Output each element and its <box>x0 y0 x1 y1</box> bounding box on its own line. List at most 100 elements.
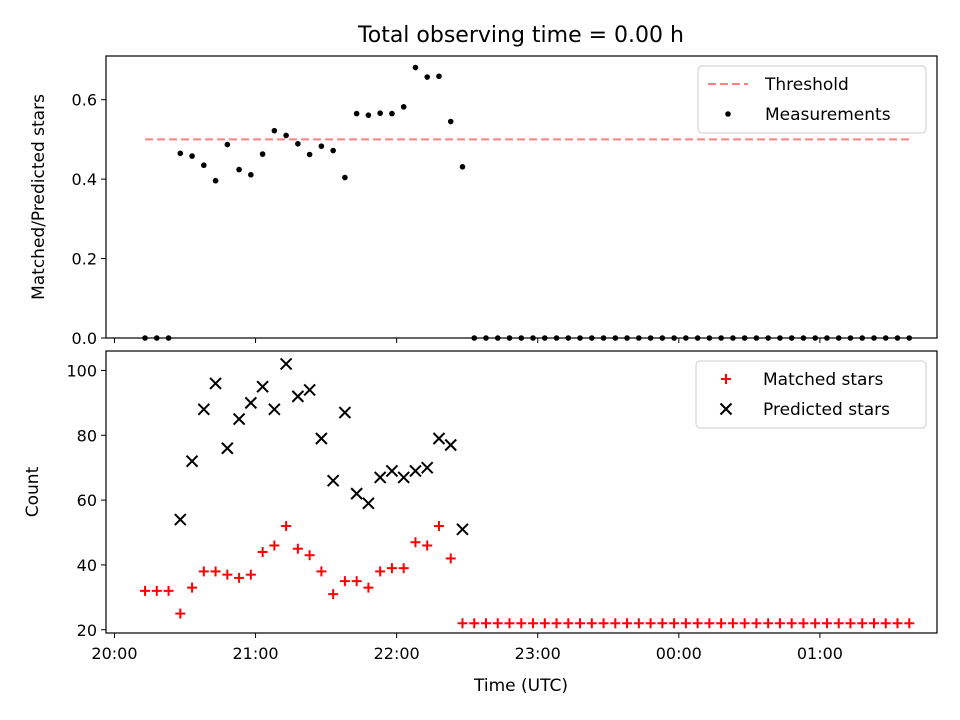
matched-star-point <box>398 563 409 574</box>
measurement-point <box>589 335 595 341</box>
top-y-tick-label: 0.0 <box>72 329 97 348</box>
measurement-point <box>647 335 654 341</box>
measurement-point <box>424 74 431 80</box>
legend-bottom-box <box>695 360 927 429</box>
measurement-point <box>447 118 454 125</box>
matched-star-point <box>904 618 915 629</box>
measurement-point <box>624 335 630 341</box>
measurement-point <box>530 335 536 341</box>
measurement-point <box>212 177 219 184</box>
x-tick-label: 22:00 <box>374 644 420 663</box>
bottom-plot-frame <box>105 350 938 634</box>
top-y-axis-label: Matched/Predicted stars <box>29 94 49 300</box>
matched-star-point <box>210 566 221 577</box>
predicted-star-point <box>268 403 281 416</box>
matched-star-point <box>633 618 644 629</box>
matched-star-point <box>504 618 515 629</box>
measurement-point <box>730 335 736 341</box>
x-axis-label: Time (UTC) <box>473 676 568 696</box>
predicted-star-point <box>209 377 222 390</box>
predicted-star-point <box>279 357 293 371</box>
predicted-star-point <box>291 390 305 403</box>
legend-threshold-label: Threshold <box>764 75 849 95</box>
measurement-point <box>871 335 877 341</box>
measurement-point <box>177 150 184 157</box>
chart-title: Total observing time = 0.00 h <box>357 23 684 48</box>
matched-star-point <box>669 618 680 629</box>
measurement-point <box>389 110 395 117</box>
matched-star-point <box>328 589 339 600</box>
measurement-point <box>882 335 889 341</box>
bottom-y-tick-label: 20 <box>77 621 97 640</box>
legend-cross-marker <box>719 402 733 416</box>
matched-star-point <box>575 618 586 629</box>
measurement-point <box>600 335 607 341</box>
measurement-point <box>259 151 266 157</box>
matched-star-point <box>480 618 491 629</box>
predicted-star-point <box>350 487 363 500</box>
panel-counts: 20 40 60 80 100 Count <box>23 350 938 640</box>
bottom-y-axis-label: Count <box>23 466 43 517</box>
matched-star-point <box>304 550 315 561</box>
top-y-tick-label: 0.2 <box>72 250 97 269</box>
measurement-point <box>765 335 771 341</box>
measurement-point <box>377 110 383 116</box>
matched-star-point <box>269 540 280 551</box>
measurement-point <box>400 104 407 110</box>
predicted-star-point <box>385 464 399 478</box>
predicted-star-point <box>338 406 352 419</box>
measurement-point <box>812 335 818 341</box>
predicted-star-point <box>409 464 422 478</box>
measurement-point <box>412 64 419 71</box>
matched-star-point <box>445 553 456 564</box>
legend-plus-marker <box>721 374 731 384</box>
count-points <box>140 357 915 629</box>
measurement-point <box>283 132 289 139</box>
measurement-point <box>706 335 713 341</box>
measurement-point <box>353 110 360 117</box>
matched-star-point <box>786 618 797 629</box>
measurement-point <box>906 335 913 341</box>
measurement-point <box>494 335 501 341</box>
matched-star-point <box>516 618 527 629</box>
bottom-y-tick-label: 40 <box>77 556 97 575</box>
matched-star-point <box>175 608 186 619</box>
measurement-point <box>506 335 513 341</box>
measurement-point <box>659 335 666 341</box>
matched-star-point <box>187 582 198 593</box>
matched-star-point <box>892 618 903 629</box>
measurement-point <box>201 162 207 169</box>
measurement-point <box>518 335 525 341</box>
measurement-point <box>236 166 242 173</box>
predicted-star-point <box>397 471 410 484</box>
measurement-point <box>471 335 478 341</box>
x-tick-label: 21:00 <box>232 644 278 663</box>
measurement-point <box>318 143 325 149</box>
legend-top: Threshold Measurements <box>697 65 927 134</box>
matched-star-point <box>492 618 503 629</box>
measurement-point <box>835 335 842 341</box>
legend-bottom: Matched stars Predicted stars <box>695 360 927 429</box>
measurement-point <box>718 335 724 341</box>
measurement-point <box>224 141 231 148</box>
x-axis: 20:00 21:00 22:00 23:00 00:00 01:00 <box>91 338 843 663</box>
matched-star-point <box>586 618 597 629</box>
matched-star-point <box>810 618 821 629</box>
matched-star-point <box>539 618 550 629</box>
matched-star-point <box>245 569 256 580</box>
matched-star-point <box>281 521 292 532</box>
predicted-star-point <box>444 438 457 452</box>
matched-star-point <box>457 618 468 629</box>
measurement-point <box>612 335 619 341</box>
matched-star-point <box>222 569 233 580</box>
bottom-y-tick-label: 60 <box>77 491 97 510</box>
top-y-tick-label: 0.4 <box>72 170 97 189</box>
matched-star-point <box>339 576 350 587</box>
x-tick-label: 23:00 <box>515 644 561 663</box>
matched-star-point <box>528 618 539 629</box>
matched-star-point <box>257 546 268 557</box>
matched-star-point <box>469 618 480 629</box>
matched-star-point <box>433 521 444 532</box>
measurement-point <box>271 127 278 134</box>
measurement-point <box>306 151 313 158</box>
